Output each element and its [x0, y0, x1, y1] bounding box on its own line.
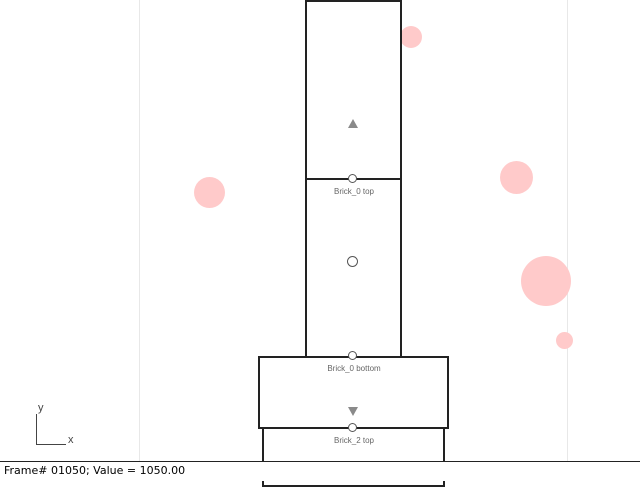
particle [500, 161, 533, 194]
brick-0-bottom-label: Brick_0 bottom [327, 364, 381, 373]
brick-0-bottom-handle[interactable] [348, 351, 357, 360]
particle [521, 256, 571, 306]
brick-2-top-handle[interactable] [348, 423, 357, 432]
guide-line-right [567, 0, 568, 461]
guide-line-left [139, 0, 140, 461]
circle-icon[interactable] [347, 256, 358, 267]
axis-x-line [36, 444, 66, 445]
brick-2-top-label: Brick_2 top [333, 436, 375, 445]
brick-0-top-label: Brick_0 top [333, 187, 375, 196]
triangle-up-icon[interactable] [348, 119, 358, 128]
brick-upper[interactable] [305, 0, 402, 180]
particle [556, 332, 573, 349]
axis-x-label: x [68, 434, 74, 446]
triangle-down-icon[interactable] [348, 407, 358, 416]
status-bar: Frame# 01050; Value = 1050.00 [0, 461, 640, 481]
status-text: Frame# 01050; Value = 1050.00 [4, 464, 186, 477]
particle [194, 177, 225, 208]
brick-0[interactable] [305, 178, 402, 358]
brick-0-top-handle[interactable] [348, 174, 357, 183]
axis-y-line [36, 414, 37, 444]
particle [400, 26, 422, 48]
axis-y-label: y [38, 402, 44, 414]
